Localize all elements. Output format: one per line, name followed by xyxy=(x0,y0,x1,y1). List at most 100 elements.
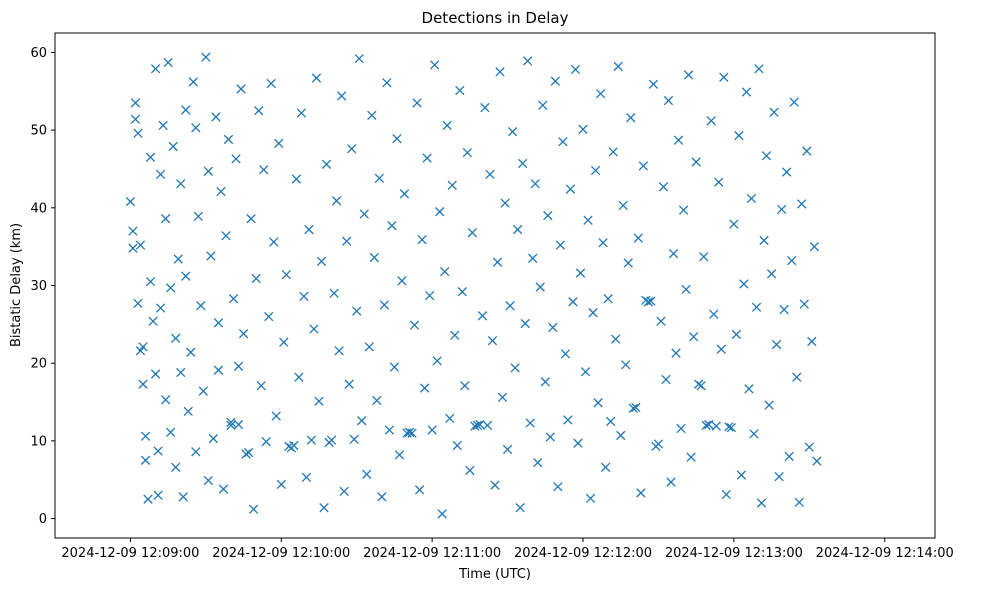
data-point xyxy=(455,85,465,96)
x-tick-label: 2024-12-09 12:12:00 xyxy=(514,546,652,561)
data-point xyxy=(704,419,714,430)
data-point xyxy=(171,462,181,472)
data-point xyxy=(628,403,638,413)
data-point xyxy=(165,427,176,437)
data-point xyxy=(696,381,706,391)
data-point xyxy=(392,134,402,144)
data-point xyxy=(148,316,158,326)
data-point xyxy=(495,67,505,77)
data-point xyxy=(437,509,447,519)
data-point xyxy=(500,198,510,208)
data-point xyxy=(165,283,176,293)
data-point xyxy=(145,152,156,162)
data-point xyxy=(377,492,387,502)
data-point xyxy=(447,180,457,190)
data-point xyxy=(570,64,581,75)
data-point xyxy=(329,288,339,298)
data-point xyxy=(699,252,709,262)
data-point xyxy=(590,165,601,176)
data-point xyxy=(143,494,153,504)
data-point xyxy=(683,70,694,80)
data-point xyxy=(613,61,623,72)
data-point xyxy=(372,395,382,406)
data-point xyxy=(150,369,161,379)
data-point xyxy=(618,200,628,211)
data-point xyxy=(414,485,425,495)
data-point xyxy=(236,84,246,94)
data-point xyxy=(412,98,422,108)
data-point xyxy=(736,470,747,480)
data-point xyxy=(226,420,236,431)
data-point xyxy=(399,189,410,199)
data-point xyxy=(714,177,724,187)
data-point xyxy=(218,484,229,494)
y-axis-label: Bistatic Delay (km) xyxy=(9,223,24,347)
data-point xyxy=(228,294,239,304)
data-point xyxy=(397,276,407,286)
data-point xyxy=(809,241,819,252)
y-tick-label: 20 xyxy=(30,357,47,372)
data-point xyxy=(636,488,646,498)
data-point xyxy=(540,377,550,387)
data-point xyxy=(155,303,166,313)
data-point xyxy=(678,205,689,215)
data-point xyxy=(475,419,485,430)
data-point xyxy=(520,318,530,329)
data-point xyxy=(739,279,749,289)
data-point xyxy=(153,490,163,500)
data-point xyxy=(771,339,782,350)
data-point xyxy=(191,123,201,133)
data-point xyxy=(600,462,611,472)
data-point xyxy=(709,309,719,319)
y-axis: 0 10 20 30 40 50 60 xyxy=(30,46,55,527)
data-point xyxy=(158,120,168,131)
data-point xyxy=(276,479,286,490)
data-point xyxy=(133,128,143,138)
data-point xyxy=(661,374,671,385)
data-point xyxy=(538,100,548,110)
data-point xyxy=(764,400,774,410)
data-point xyxy=(578,124,588,134)
data-point xyxy=(135,240,146,250)
data-point xyxy=(693,379,704,389)
data-point xyxy=(296,108,307,118)
data-point xyxy=(155,169,166,180)
data-point xyxy=(163,57,173,68)
data-point xyxy=(686,452,696,462)
data-point xyxy=(598,238,608,248)
data-point xyxy=(605,416,616,427)
data-point xyxy=(125,196,136,207)
x-tick-label: 2024-12-09 12:09:00 xyxy=(61,546,199,561)
data-point xyxy=(196,301,206,311)
data-point xyxy=(422,153,432,163)
data-point xyxy=(485,169,495,180)
data-point xyxy=(140,431,151,441)
data-point xyxy=(807,336,817,347)
data-point xyxy=(746,193,757,204)
data-point xyxy=(326,435,337,445)
data-point xyxy=(301,472,312,483)
data-point xyxy=(138,379,148,389)
data-point xyxy=(160,395,171,405)
x-tick-label: 2024-12-09 12:10:00 xyxy=(212,546,350,561)
data-point xyxy=(575,268,586,278)
data-point xyxy=(482,420,493,431)
data-point xyxy=(336,91,347,101)
data-point xyxy=(394,450,405,460)
data-point xyxy=(362,469,372,479)
data-point xyxy=(306,435,317,445)
data-point xyxy=(646,296,656,306)
data-point xyxy=(729,219,739,229)
data-point xyxy=(208,433,219,444)
data-point xyxy=(344,379,354,389)
data-point xyxy=(445,413,455,424)
x-axis-label: Time (UTC) xyxy=(458,567,531,582)
data-point xyxy=(533,457,543,468)
data-point xyxy=(588,308,598,318)
data-point xyxy=(176,367,186,378)
data-point xyxy=(176,179,186,189)
data-point xyxy=(259,165,269,175)
data-point xyxy=(744,384,754,394)
data-point xyxy=(681,284,691,295)
data-point xyxy=(568,297,578,307)
